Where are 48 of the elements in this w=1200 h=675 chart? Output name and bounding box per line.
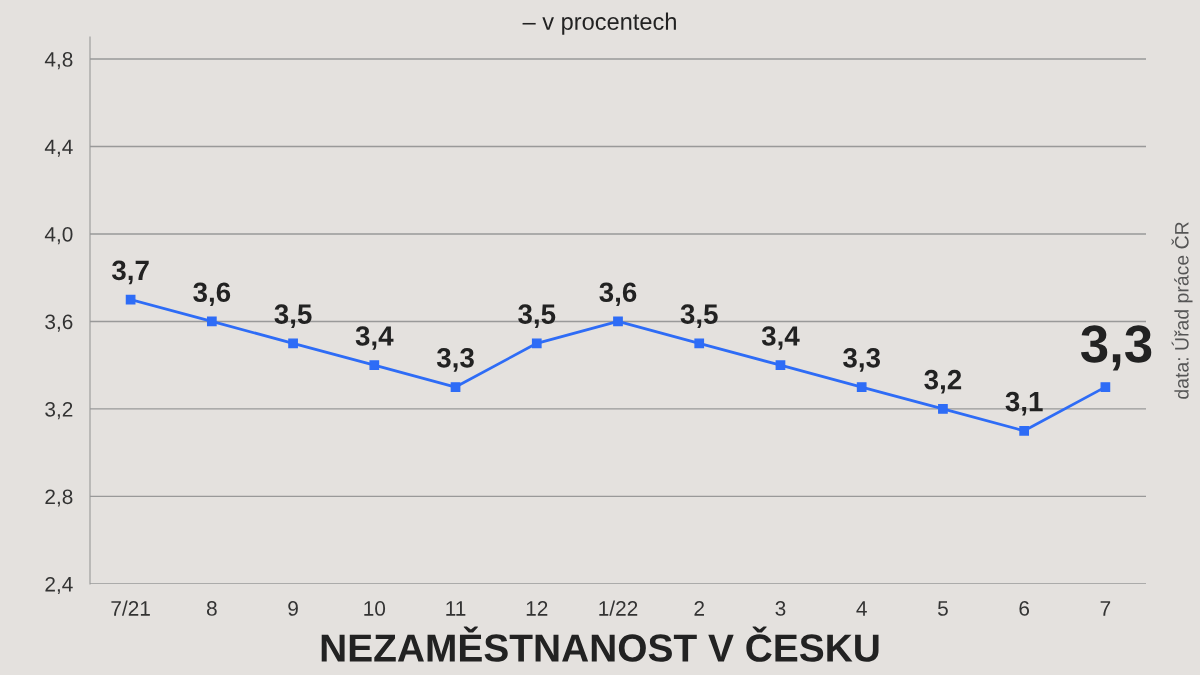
x-tick-label: 11 xyxy=(446,601,466,616)
text: NEZAMĚSTNANOST V ČESKU xyxy=(321,626,879,662)
data-label: 3,5 xyxy=(680,304,718,328)
chart-subtitle: – v procentech xyxy=(522,12,676,35)
x-tick-label: 1/22 xyxy=(599,600,638,616)
point xyxy=(369,360,380,371)
data-label: 3,2 xyxy=(924,369,962,394)
x-tick-label: 3 xyxy=(775,601,786,616)
point xyxy=(206,316,217,327)
y-tick-label: 3,6 xyxy=(45,314,73,332)
point xyxy=(938,404,948,414)
point xyxy=(1019,425,1030,436)
data-label: 3,7 xyxy=(111,260,149,285)
x-tick-label: 12 xyxy=(526,601,548,616)
data-label: 3,6 xyxy=(599,282,637,307)
data-label: 3,3 xyxy=(1081,325,1152,371)
data-label: 3,3 xyxy=(436,348,474,372)
x-tick-label: 6 xyxy=(1019,601,1030,616)
x-tick-label: 5 xyxy=(937,601,948,616)
point xyxy=(613,316,623,327)
x-tick-label: 2 xyxy=(694,601,704,616)
point xyxy=(694,338,705,349)
point xyxy=(775,360,786,371)
data-label: 3,6 xyxy=(193,282,231,307)
x-tick-label: 7 xyxy=(1100,601,1111,616)
point xyxy=(1100,382,1111,392)
y-tick-label: 4,8 xyxy=(44,52,73,70)
text: data: Úřad práce ČR xyxy=(1171,222,1193,399)
data-label: 3,3 xyxy=(843,348,880,372)
data-label: 3,4 xyxy=(761,326,800,350)
y-tick-label: 2,4 xyxy=(45,576,73,595)
data-label: 3,5 xyxy=(518,304,556,328)
point xyxy=(531,338,542,349)
y-tick-label: 4,0 xyxy=(44,226,73,245)
x-tick-label: 9 xyxy=(288,601,298,616)
x-tick-label: 7/21 xyxy=(111,600,150,616)
x-tick-label: 8 xyxy=(206,601,217,616)
x-tick-label: 4 xyxy=(856,601,867,616)
data-label: 3,5 xyxy=(274,304,312,328)
y-tick-label: 3,2 xyxy=(45,401,73,420)
x-tick-label: 10 xyxy=(364,601,386,616)
y-tick-label: 2,8 xyxy=(45,489,73,507)
point xyxy=(288,338,298,349)
y-tick-label: 4,4 xyxy=(44,139,73,157)
point xyxy=(450,382,461,392)
data-label: 3,4 xyxy=(355,326,394,350)
point xyxy=(856,382,867,392)
data-label: 3,1 xyxy=(1005,391,1043,416)
